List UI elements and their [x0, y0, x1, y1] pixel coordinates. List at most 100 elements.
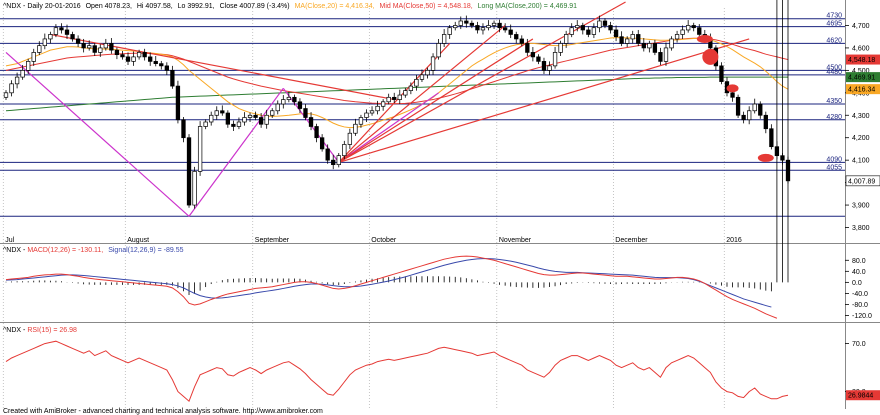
- candle-up: [236, 121, 242, 127]
- candle-down: [586, 29, 591, 35]
- candle-down: [475, 25, 480, 31]
- candle-down: [175, 85, 181, 121]
- y-tick-label: 4,500: [852, 68, 870, 75]
- candle-up: [752, 103, 757, 112]
- candle-down: [125, 56, 131, 62]
- macd-panel: 80.0 40.0 0.0 -40.0 -80.0 -120.0: [5, 0, 872, 320]
- rsi-panel: 70.030.026.9844: [5, 340, 880, 403]
- candle-up: [436, 43, 441, 58]
- candle-down: [258, 117, 264, 125]
- candle-up: [37, 45, 42, 53]
- candle-up: [408, 85, 414, 91]
- candle-down: [164, 65, 169, 71]
- candle-up: [486, 25, 491, 29]
- candle-down: [530, 52, 536, 58]
- y-tick-label: 4,700: [852, 23, 870, 30]
- candle-down: [64, 29, 70, 35]
- candle-up: [26, 61, 31, 71]
- candle-up: [425, 70, 430, 76]
- candle-down: [641, 43, 646, 49]
- candle-up: [647, 43, 652, 49]
- candle-down: [502, 27, 508, 31]
- candle-up: [680, 29, 685, 35]
- candle-down: [186, 137, 192, 206]
- candle-down: [497, 22, 502, 29]
- candle-up: [403, 90, 408, 96]
- level-label: 4280: [826, 114, 842, 121]
- x-tick-label: 2016: [726, 237, 742, 244]
- level-label: 4500: [826, 64, 842, 71]
- rsi-y-tick-label: 70.0: [852, 341, 866, 348]
- macd-series-line: [5, 255, 778, 319]
- candle-up: [286, 96, 292, 100]
- candle-up: [447, 27, 452, 35]
- rsi-series-line: [5, 340, 789, 403]
- candle-down: [730, 92, 735, 98]
- candle-up: [136, 52, 142, 58]
- candle-down: [763, 114, 768, 130]
- rsi-header: ^NDX - RSI(15) = 26.98: [3, 327, 77, 334]
- candle-up: [491, 22, 497, 26]
- candle-up: [270, 110, 275, 116]
- header-sep: -: [23, 3, 27, 10]
- candle-up: [9, 83, 14, 94]
- candle-up: [103, 43, 108, 49]
- macd-y-tick-label: -120.0: [852, 313, 872, 320]
- candle-down: [181, 119, 186, 139]
- candle-up: [552, 52, 558, 67]
- candle-up: [342, 144, 347, 157]
- x-tick-label: October: [371, 237, 397, 244]
- candle-down: [541, 61, 547, 71]
- red-marker: [702, 48, 719, 65]
- candle-down: [325, 148, 330, 161]
- header-ma50: Mid MA(Close,50) = 4,548.18,: [380, 3, 473, 10]
- macd-y-tick-label: -40.0: [852, 291, 868, 298]
- candle-up: [564, 34, 569, 44]
- candle-down: [159, 63, 164, 67]
- header-date: 20-01-2016: [45, 3, 81, 10]
- y-tick-label: 3,900: [852, 203, 870, 210]
- level-label: 4730: [826, 13, 842, 20]
- candle-down: [148, 56, 153, 62]
- price-tag-label: 4,007.89: [848, 178, 875, 185]
- candle-up: [281, 99, 286, 105]
- x-tick-label: November: [499, 237, 532, 244]
- header-hi: Hi 4097.58,: [137, 3, 173, 10]
- candle-down: [735, 96, 741, 116]
- candle-up: [386, 96, 391, 103]
- candle-up: [247, 114, 253, 118]
- candle-up: [209, 114, 214, 123]
- candle-up: [242, 117, 247, 123]
- candle-up: [480, 27, 486, 31]
- candle-down: [75, 38, 81, 44]
- header-lo: Lo 3992.91,: [178, 3, 215, 10]
- candle-down: [231, 123, 236, 127]
- candle-up: [453, 25, 458, 29]
- x-tick-label: September: [255, 237, 290, 244]
- price-panel-bg: [0, 0, 880, 243]
- candle-down: [758, 103, 763, 116]
- header-interval: Daily: [27, 3, 43, 10]
- candle-up: [214, 110, 219, 116]
- x-tick-label: December: [615, 237, 648, 244]
- candle-down: [170, 70, 175, 87]
- candle-down: [81, 43, 86, 49]
- level-label: 4620: [826, 37, 842, 44]
- macd-header-symbol: ^NDX: [3, 247, 21, 254]
- candles: [3, 15, 791, 209]
- candle-down: [253, 114, 258, 118]
- candle-up: [48, 34, 53, 40]
- candle-up: [275, 103, 280, 112]
- candle-up: [441, 34, 447, 44]
- candle-up: [42, 38, 47, 47]
- candle-up: [264, 114, 269, 125]
- candle-up: [197, 126, 203, 172]
- candle-up: [686, 25, 691, 31]
- candle-down: [303, 108, 308, 118]
- candle-up: [569, 27, 574, 35]
- macd-panel-bg: [0, 244, 880, 322]
- candle-down: [719, 65, 724, 82]
- red-marker: [696, 34, 713, 43]
